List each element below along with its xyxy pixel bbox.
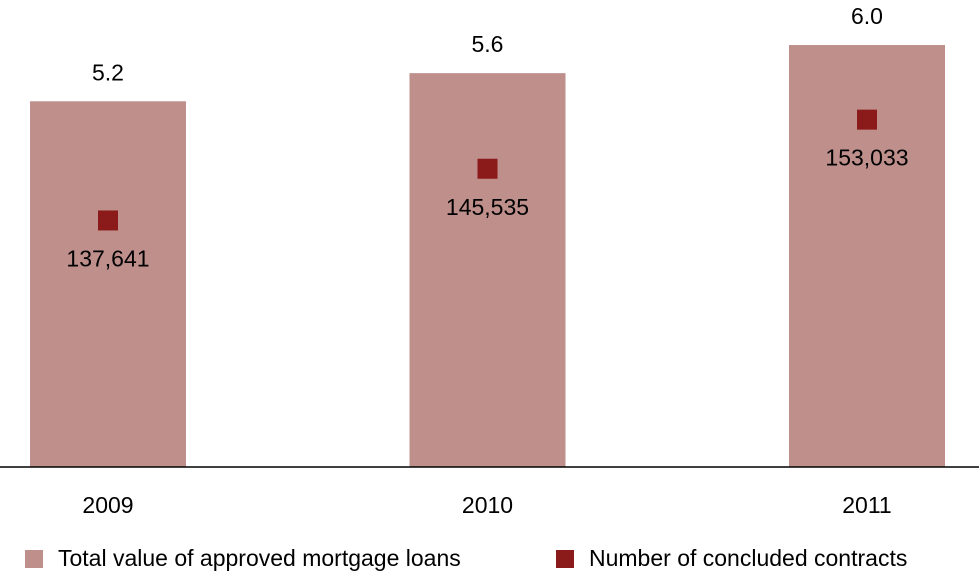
bar (30, 101, 186, 468)
point-value-label: 153,033 (825, 145, 908, 171)
legend-label: Number of concluded contracts (589, 545, 907, 571)
bar (409, 73, 566, 467)
legend-swatch (25, 550, 43, 568)
point-marker (857, 109, 877, 130)
bar-value-label: 5.2 (92, 59, 124, 85)
bar-value-label: 5.6 (472, 31, 504, 57)
x-tick-label: 2009 (82, 492, 133, 518)
x-tick-label: 2011 (842, 492, 891, 518)
point-value-label: 137,641 (66, 246, 149, 272)
bar-value-label: 6.0 (851, 3, 883, 29)
bar (789, 45, 945, 467)
point-value-label: 145,535 (446, 194, 529, 220)
point-marker (98, 210, 118, 231)
x-tick-label: 2010 (462, 492, 513, 518)
point-marker (477, 158, 498, 179)
legend-swatch (556, 550, 574, 568)
legend-label: Total value of approved mortgage loans (58, 545, 461, 571)
